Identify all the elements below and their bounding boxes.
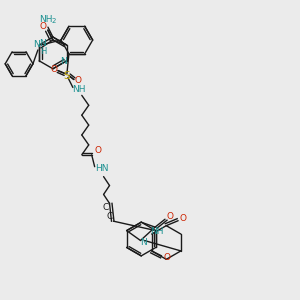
Text: NH: NH: [39, 15, 53, 24]
Text: C: C: [106, 212, 112, 221]
Text: N: N: [60, 57, 67, 66]
Text: HN: HN: [95, 164, 108, 173]
Text: S: S: [64, 70, 70, 81]
Text: C: C: [102, 203, 109, 212]
Text: O: O: [180, 214, 187, 223]
Text: NH: NH: [150, 226, 164, 236]
Text: O: O: [74, 76, 81, 85]
Text: O: O: [50, 65, 58, 74]
Text: N: N: [34, 40, 40, 50]
Text: NH: NH: [72, 85, 86, 94]
Text: N: N: [39, 40, 46, 49]
Text: O: O: [94, 146, 101, 155]
Text: 2: 2: [52, 18, 56, 24]
Text: O: O: [167, 212, 173, 221]
Text: O: O: [39, 22, 46, 31]
Text: N: N: [140, 238, 147, 247]
Text: O: O: [163, 253, 170, 262]
Text: H: H: [40, 47, 46, 56]
